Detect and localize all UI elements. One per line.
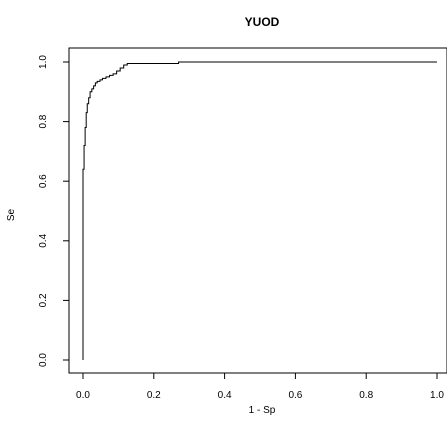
y-axis: 0.0 0.2 0.4 0.6 0.8 1.0 bbox=[38, 55, 69, 367]
y-tick-label: 0.2 bbox=[38, 293, 49, 307]
x-tick-label: 1.0 bbox=[430, 390, 444, 401]
roc-curve-line bbox=[82, 61, 437, 360]
y-tick-label: 0.4 bbox=[38, 233, 49, 247]
x-tick-label: 0.4 bbox=[218, 390, 232, 401]
y-tick-label: 0.6 bbox=[38, 174, 49, 188]
y-axis-label: Se bbox=[6, 208, 17, 221]
x-tick-label: 0.2 bbox=[147, 390, 161, 401]
x-axis-label: 1 - Sp bbox=[249, 405, 276, 416]
x-tick-label: 0.6 bbox=[288, 390, 302, 401]
chart-title: YUOD bbox=[245, 15, 280, 29]
y-tick-label: 0.0 bbox=[38, 353, 49, 367]
x-tick-label: 0.0 bbox=[76, 390, 90, 401]
x-tick-label: 0.8 bbox=[359, 390, 373, 401]
y-tick-label: 1.0 bbox=[38, 55, 49, 69]
plot-frame bbox=[68, 47, 447, 374]
x-axis: 0.0 0.2 0.4 0.6 0.8 1.0 bbox=[76, 373, 444, 401]
y-tick-label: 0.8 bbox=[38, 114, 49, 128]
